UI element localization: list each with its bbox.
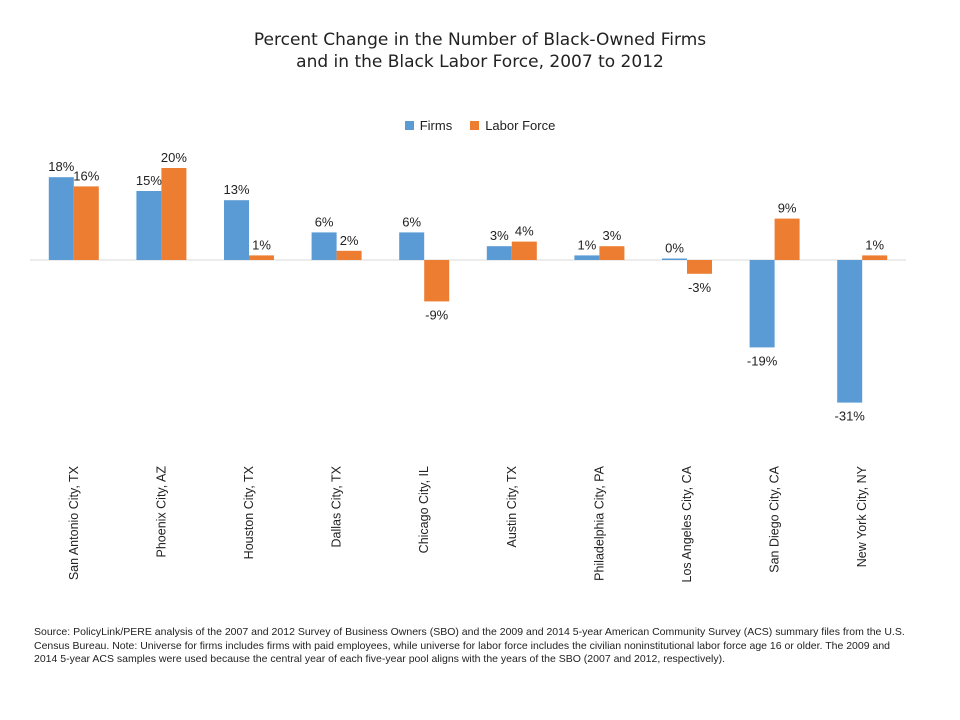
legend-label-labor-force: Labor Force [485,118,556,133]
category-label-2: Phoenix City, AZ [154,466,168,558]
data-label-firms-5: 6% [402,214,421,229]
legend: Firms Labor Force [0,118,960,133]
bar-firms-7 [574,255,600,260]
bar-labor-force-10 [862,255,888,260]
bar-labor-force-3 [249,255,274,260]
category-label-7: Philadelphia City, PA [592,465,606,581]
bar-firms-10 [837,260,863,403]
bar-labor-force-6 [511,241,537,260]
bar-firms-5 [399,232,425,260]
data-label-labor-force-4: 2% [340,233,359,248]
category-label-10: New York City, NY [855,465,869,567]
data-label-labor-force-9: 9% [778,201,797,216]
chart-title-line-1: Percent Change in the Number of Black-Ow… [253,30,707,50]
bar-firms-2 [136,191,162,260]
legend-swatch-labor-force [470,121,480,130]
bar-labor-force-7 [599,246,625,260]
bar-firms-8 [662,258,687,260]
data-label-labor-force-1: 16% [73,168,99,183]
data-label-firms-7: 1% [578,237,597,252]
bar-labor-force-4 [336,250,362,260]
data-label-firms-10: -31% [835,409,866,424]
data-label-labor-force-8: -3% [688,280,712,295]
data-label-firms-1: 18% [48,159,74,174]
bar-firms-3 [224,200,249,260]
bar-labor-force-1 [73,186,99,260]
category-label-8: Los Angeles City, CA [680,465,694,582]
data-label-firms-8: 0% [665,241,684,256]
bar-labor-force-2 [161,168,187,260]
legend-label-firms: Firms [419,118,453,133]
legend-item-labor-force: Labor Force [470,118,555,133]
legend-swatch-firms [404,121,414,130]
data-label-firms-9: -19% [747,353,778,368]
category-label-9: San Diego City, CA [768,465,782,572]
source-note: Source: PolicyLink/PERE analysis of the … [34,626,905,665]
data-label-labor-force-10: 1% [865,237,884,252]
data-label-labor-force-6: 4% [515,224,534,239]
bar-labor-force-8 [687,260,712,274]
data-label-labor-force-7: 3% [603,228,622,243]
category-label-6: Austin City, TX [505,465,519,547]
category-label-1: San Antonio City, TX [67,465,81,580]
data-label-labor-force-3: 1% [252,237,271,252]
bar-firms-4 [311,232,337,260]
chart-title-line-2: and in the Black Labor Force, 2007 to 20… [296,52,664,72]
bar-labor-force-5 [424,260,450,302]
bar-firms-6 [486,246,512,260]
bar-firms-1 [48,177,74,260]
category-label-4: Dallas City, TX [330,465,344,547]
plot-area: 18%16% San Antonio City, TX 15% 20% Phoenix … [30,150,906,583]
data-label-firms-6: 3% [490,228,509,243]
data-label-firms-2: 15% [136,173,162,188]
category-label-5: Chicago City, IL [417,466,431,553]
data-label-labor-force-5: -9% [425,307,449,322]
bar-labor-force-9 [774,218,800,260]
legend-item-firms: Firms [404,118,453,133]
category-label-3: Houston City, TX [242,465,256,559]
data-label-firms-3: 13% [223,182,249,197]
bar-firms-9 [749,260,775,348]
data-label-firms-4: 6% [315,214,334,229]
data-label-labor-force-2: 20% [161,150,187,165]
